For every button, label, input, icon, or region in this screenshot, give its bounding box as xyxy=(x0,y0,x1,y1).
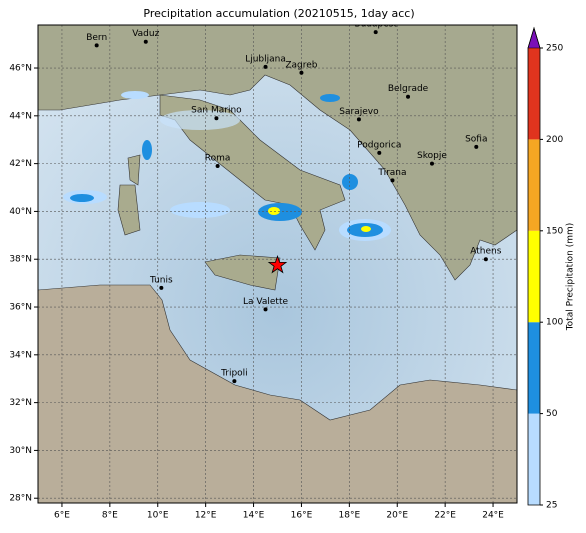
colorbar-extend xyxy=(527,26,541,49)
title: Precipitation accumulation (20210515, 1d… xyxy=(143,7,414,20)
colorbar-frame xyxy=(527,26,541,506)
y-tick-label: 28°N xyxy=(9,494,32,504)
y-tick-label: 30°N xyxy=(9,446,32,456)
x-tick-label: 10°E xyxy=(147,511,169,521)
y-tick-label: 38°N xyxy=(9,255,32,265)
city-dot xyxy=(159,285,164,290)
colorbar-segment xyxy=(528,48,540,140)
colorbar: 25 50 100 150 200 250 Total Precipitation (mm) xyxy=(527,26,576,511)
land-africa xyxy=(38,284,517,503)
y-tick-label: 34°N xyxy=(9,350,32,360)
city-dot xyxy=(406,94,411,99)
x-tick-label: 16°E xyxy=(291,511,313,521)
x-tick-label: 24°E xyxy=(482,511,504,521)
colorbar-segment xyxy=(528,322,540,414)
city-label: Vaduz xyxy=(132,29,159,39)
colorbar-segment xyxy=(528,139,540,231)
city-dot xyxy=(377,150,382,155)
city-label: Belgrade xyxy=(388,84,429,94)
x-tick-label: 8°E xyxy=(102,511,118,521)
city-dot xyxy=(263,64,268,69)
city-label: Tripoli xyxy=(220,369,248,379)
land-corsica xyxy=(127,154,141,186)
city-label: Sofia xyxy=(465,134,487,144)
city-dot xyxy=(94,43,99,48)
city-dot xyxy=(143,39,148,44)
city-dot xyxy=(390,178,395,183)
precipitation xyxy=(63,91,391,241)
city-label: Budapest xyxy=(354,20,397,30)
x-tick-label: 20°E xyxy=(386,511,408,521)
colorbar-segment xyxy=(528,230,540,323)
event-marker xyxy=(267,254,288,274)
city-label: Roma xyxy=(205,154,231,164)
y-tick-label: 44°N xyxy=(9,111,32,121)
city-dot xyxy=(215,164,220,169)
x-tick-label: 18°E xyxy=(339,511,361,521)
city-label: Sarajevo xyxy=(339,107,379,117)
city-label: San Marino xyxy=(191,106,242,116)
colorbar-tick-label: 50 xyxy=(546,409,558,419)
land-sardinia xyxy=(117,184,141,236)
y-tick-label: 32°N xyxy=(9,398,32,408)
city-label: Tirana xyxy=(377,168,406,178)
colorbar-segment xyxy=(528,413,540,505)
city-label: Bern xyxy=(86,33,107,43)
land-sicily xyxy=(204,254,281,291)
city-dot xyxy=(483,257,488,262)
colorbar-tick-label: 200 xyxy=(546,135,563,145)
city-label: Podgorica xyxy=(357,140,401,150)
city-label: Tunis xyxy=(149,275,173,285)
y-tick-label: 42°N xyxy=(9,159,32,169)
colorbar-tick-label: 150 xyxy=(546,226,563,236)
city-label: Athens xyxy=(470,247,501,257)
x-tick-label: 22°E xyxy=(434,511,456,521)
land-europe xyxy=(38,25,517,281)
city-label: Ljubljana xyxy=(245,54,286,64)
city-dot xyxy=(299,70,304,75)
x-tick-label: 14°E xyxy=(243,511,265,521)
map-frame xyxy=(37,24,518,504)
city-label: Zagreb xyxy=(285,60,317,70)
y-tick-label: 36°N xyxy=(9,303,32,313)
x-tick-label: 6°E xyxy=(54,511,70,521)
colorbar-tick-label: 25 xyxy=(546,501,557,511)
city-dot xyxy=(263,307,268,312)
colorbar-label: Total Precipitation (mm) xyxy=(566,223,576,332)
colorbar-tick-label: 100 xyxy=(546,318,563,328)
axes: 6°E 8°E 10°E 12°E 14°E 16°E 18°E 20°E 22°E 24°E 28… xyxy=(9,64,504,521)
city-dot xyxy=(474,144,479,149)
city-dot xyxy=(356,117,361,122)
colorbar-tick-label: 250 xyxy=(546,44,563,54)
city-dot xyxy=(214,116,219,121)
city-dot xyxy=(429,161,434,166)
x-tick-label: 12°E xyxy=(195,511,217,521)
city-label: Skopje xyxy=(417,151,447,161)
y-tick-label: 46°N xyxy=(9,64,32,74)
y-tick-label: 40°N xyxy=(9,207,32,217)
city-dot xyxy=(232,379,237,384)
city-label: La Valette xyxy=(243,297,288,307)
city-dot xyxy=(373,30,378,35)
